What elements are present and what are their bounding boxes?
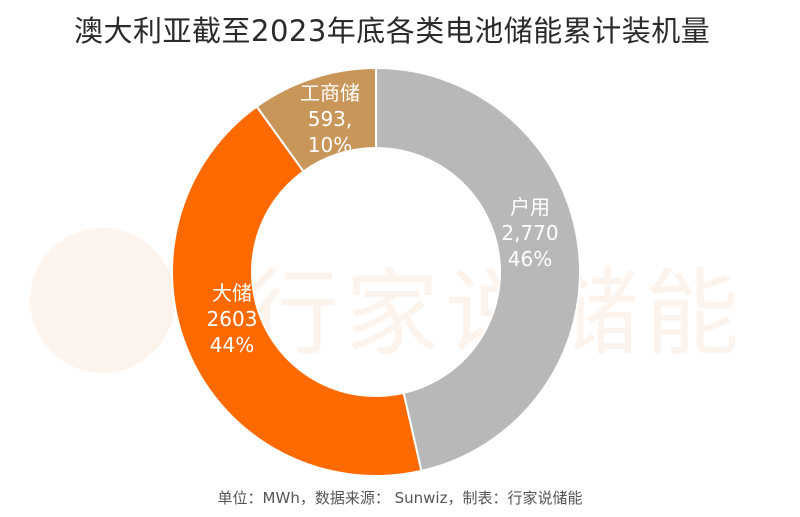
chart-footer-source: 单位：MWh，数据来源： Sunwiz，制表：行家说储能 [217,489,583,507]
slice-label-percent-1: 44% [210,333,254,357]
donut-slice-0 [375,66,581,473]
slice-label-value-0: 2,770 [501,221,558,245]
slice-label-percent-2: 10% [308,133,352,157]
slice-label-name-0: 户用 [510,195,550,219]
slice-label-value-1: 2603 [207,307,258,331]
slice-label-value-2: 593, [308,107,353,131]
slice-label-percent-0: 46% [508,247,552,271]
donut-slice-2 [255,66,377,173]
slice-label-name-2: 工商储 [300,81,360,105]
slice-label-name-1: 大储 [212,281,252,305]
chart-title: 澳大利亚截至2023年底各类电池储能累计装机量 [74,14,711,48]
donut-slice-1 [171,105,423,477]
